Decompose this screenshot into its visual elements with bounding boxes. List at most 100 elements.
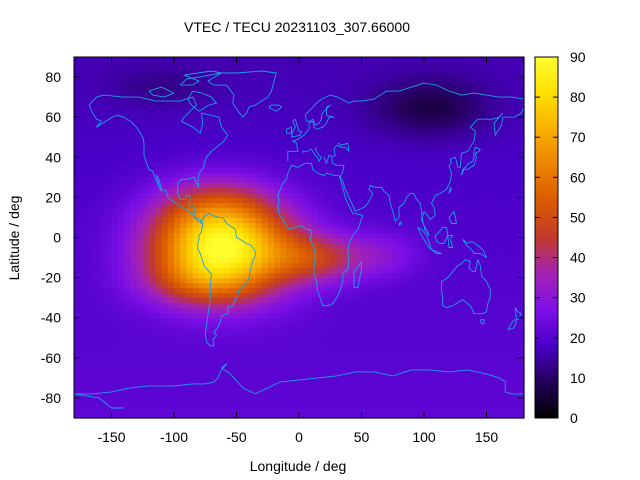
heatmap-cell — [224, 197, 231, 203]
heatmap-cell — [130, 112, 138, 118]
heatmap-cell — [117, 227, 125, 234]
heatmap-cell — [274, 342, 281, 349]
heatmap-cell — [492, 122, 500, 128]
heatmap-cell — [117, 107, 125, 113]
heatmap-cell — [86, 332, 94, 339]
heatmap-cell — [167, 207, 175, 214]
heatmap-cell — [449, 287, 456, 294]
heatmap-cell — [505, 357, 513, 364]
heatmap-cell — [261, 352, 269, 359]
heatmap-cell — [211, 342, 219, 349]
heatmap-cell — [161, 207, 169, 214]
heatmap-cell — [411, 407, 419, 414]
heatmap-cell — [130, 282, 138, 289]
heatmap-cell — [449, 402, 456, 409]
heatmap-cell — [399, 292, 406, 299]
heatmap-cell — [474, 347, 481, 354]
heatmap-cell — [286, 282, 294, 289]
heatmap-cell — [161, 162, 169, 168]
heatmap-cell — [511, 207, 519, 214]
heatmap-cell — [492, 167, 500, 173]
heatmap-cell — [474, 222, 481, 229]
heatmap-cell — [211, 287, 219, 294]
heatmap-cell — [80, 382, 88, 389]
heatmap-cell — [411, 342, 419, 349]
heatmap-cell — [392, 157, 400, 163]
heatmap-cell — [255, 207, 263, 214]
heatmap-cell — [249, 362, 256, 369]
heatmap-cell — [86, 182, 94, 188]
heatmap-cell — [380, 362, 388, 369]
heatmap-cell — [167, 277, 175, 284]
heatmap-cell — [417, 137, 425, 143]
heatmap-cell — [224, 222, 231, 229]
heatmap-cell — [355, 412, 363, 419]
heatmap-cell — [124, 302, 131, 309]
heatmap-cell — [155, 392, 163, 399]
heatmap-cell — [399, 362, 406, 369]
heatmap-cell — [374, 242, 381, 249]
heatmap-cell — [280, 382, 288, 389]
heatmap-cell — [236, 142, 244, 148]
heatmap-cell — [405, 132, 413, 138]
heatmap-cell — [74, 277, 81, 284]
heatmap-cell — [261, 102, 269, 108]
heatmap-cell — [142, 407, 150, 414]
heatmap-cell — [255, 357, 263, 364]
heatmap-cell — [480, 347, 488, 354]
heatmap-cell — [99, 407, 106, 414]
heatmap-cell — [242, 272, 250, 279]
heatmap-cell — [517, 92, 525, 98]
heatmap-cell — [336, 262, 344, 269]
heatmap-cell — [361, 347, 369, 354]
heatmap-cell — [436, 352, 444, 359]
heatmap-cell — [292, 337, 300, 344]
heatmap-cell — [292, 122, 300, 128]
heatmap-cell — [436, 322, 444, 329]
heatmap-cell — [392, 337, 400, 344]
heatmap-cell — [111, 362, 119, 369]
heatmap-cell — [92, 147, 100, 153]
heatmap-cell — [149, 392, 156, 399]
heatmap-cell — [430, 72, 438, 78]
heatmap-cell — [492, 352, 500, 359]
heatmap-cell — [280, 342, 288, 349]
heatmap-cell — [342, 132, 350, 138]
heatmap-cell — [461, 327, 469, 334]
heatmap-cell — [142, 132, 150, 138]
heatmap-cell — [461, 202, 469, 209]
heatmap-cell — [299, 92, 306, 98]
heatmap-cell — [261, 222, 269, 229]
heatmap-cell — [161, 167, 169, 173]
heatmap-cell — [255, 187, 263, 193]
heatmap-cell — [111, 167, 119, 173]
heatmap-cell — [511, 257, 519, 264]
heatmap-cell — [267, 147, 275, 153]
heatmap-cell — [374, 382, 381, 389]
heatmap-cell — [205, 177, 213, 183]
heatmap-cell — [292, 342, 300, 349]
heatmap-cell — [149, 257, 156, 264]
heatmap-cell — [411, 352, 419, 359]
heatmap-cell — [111, 232, 119, 239]
heatmap-cell — [92, 267, 100, 274]
heatmap-cell — [442, 142, 450, 148]
heatmap-cell — [92, 82, 100, 88]
heatmap-cell — [324, 217, 331, 224]
heatmap-cell — [517, 257, 525, 264]
heatmap-cell — [317, 357, 325, 364]
heatmap-cell — [492, 327, 500, 334]
heatmap-cell — [417, 247, 425, 254]
heatmap-cell — [249, 157, 256, 163]
heatmap-cell — [80, 172, 88, 178]
heatmap-cell — [292, 202, 300, 209]
heatmap-cell — [417, 222, 425, 229]
heatmap-cell — [255, 177, 263, 183]
heatmap-cell — [99, 367, 106, 374]
heatmap-cell — [417, 227, 425, 234]
heatmap-cell — [274, 212, 281, 219]
heatmap-cell — [342, 77, 350, 83]
heatmap-cell — [180, 117, 188, 123]
heatmap-cell — [355, 182, 363, 188]
heatmap-cell — [430, 202, 438, 209]
